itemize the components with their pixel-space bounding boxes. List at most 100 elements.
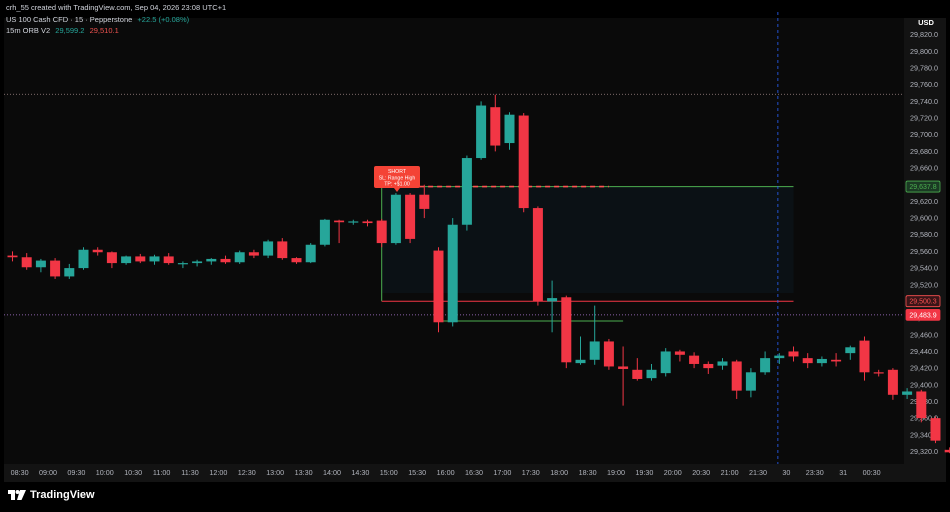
candle-body[interactable] <box>35 260 46 268</box>
candle-body[interactable] <box>774 355 785 359</box>
price-tag[interactable] <box>905 180 941 193</box>
short-signal-bubble[interactable] <box>374 166 420 188</box>
candle-body[interactable] <box>873 372 884 374</box>
x-tick-label: 21:30 <box>749 468 767 477</box>
time-axis[interactable] <box>4 464 904 482</box>
candle-body[interactable] <box>390 194 401 244</box>
candle-body[interactable] <box>504 114 515 144</box>
candle-body[interactable] <box>632 369 643 379</box>
candle-body[interactable] <box>220 258 231 263</box>
symbol-legend[interactable]: US 100 Cash CFD · 15 · Pepperstone +22.5… <box>6 15 192 24</box>
candle-body[interactable] <box>561 297 572 363</box>
candle-body[interactable] <box>405 194 416 239</box>
x-tick-label: 12:30 <box>238 468 256 477</box>
candle-body[interactable] <box>277 241 288 259</box>
candle-body[interactable] <box>291 258 302 263</box>
candle-body[interactable] <box>334 220 345 223</box>
candle-body[interactable] <box>589 341 600 360</box>
candle-body[interactable] <box>192 261 203 264</box>
candle-body[interactable] <box>433 250 444 323</box>
candle-body[interactable] <box>376 220 387 244</box>
indicator-legend[interactable]: 15m ORB V2 29,599.2 29,510.1 <box>6 26 122 35</box>
x-tick-label: 13:00 <box>266 468 284 477</box>
candle-body[interactable] <box>447 224 458 323</box>
x-tick-label: 30 <box>782 468 790 477</box>
candle-body[interactable] <box>106 252 117 264</box>
candle-body[interactable] <box>121 256 132 264</box>
candle-body[interactable] <box>21 257 32 268</box>
candle-body[interactable] <box>362 221 373 224</box>
y-tick-label: 29,580.0 <box>910 230 938 239</box>
candle-body[interactable] <box>234 252 245 263</box>
candle-body[interactable] <box>149 256 160 262</box>
x-tick-label: 23:30 <box>806 468 824 477</box>
candle-body[interactable] <box>532 208 543 302</box>
y-tick-label: 29,660.0 <box>910 164 938 173</box>
candle-body[interactable] <box>788 351 799 357</box>
price-tag-text: 29,483.9 <box>909 312 936 319</box>
candle-body[interactable] <box>248 252 259 256</box>
symbol-name: US 100 Cash CFD · 15 · Pepperstone <box>6 15 133 24</box>
candle-body[interactable] <box>745 372 756 391</box>
candle-body[interactable] <box>78 249 89 269</box>
candle-body[interactable] <box>7 255 18 258</box>
candle-body[interactable] <box>50 260 61 277</box>
candle-body[interactable] <box>674 351 685 355</box>
x-tick-label: 18:00 <box>550 468 568 477</box>
candle-body[interactable] <box>887 369 898 395</box>
candle-body[interactable] <box>461 158 472 225</box>
candle-body[interactable] <box>603 341 614 367</box>
candle-body[interactable] <box>731 361 742 391</box>
tradingview-logo[interactable]: TradingView <box>8 489 95 501</box>
candle-body[interactable] <box>689 355 700 364</box>
candle-body[interactable] <box>618 366 629 369</box>
footer <box>0 482 950 512</box>
candle-body[interactable] <box>163 256 174 264</box>
x-tick-label: 18:30 <box>579 468 597 477</box>
x-tick-label: 21:00 <box>721 468 739 477</box>
candle-body[interactable] <box>717 361 728 366</box>
candle-body[interactable] <box>206 258 217 262</box>
candle-body[interactable] <box>660 351 671 374</box>
candle-body[interactable] <box>135 256 146 262</box>
y-tick-label: 29,780.0 <box>910 64 938 73</box>
candle-body[interactable] <box>92 249 103 253</box>
candle-body[interactable] <box>575 359 586 364</box>
price-tag[interactable] <box>905 295 941 308</box>
candle-body[interactable] <box>646 369 657 379</box>
candle-body[interactable] <box>703 363 714 369</box>
credit-text: crh_55 created with TradingView.com, Sep… <box>6 3 227 12</box>
candle-body[interactable] <box>802 358 813 364</box>
candle-body[interactable] <box>419 194 430 209</box>
price-tag[interactable] <box>905 308 941 321</box>
indicator-low-value: 29,510.1 <box>89 26 119 35</box>
candle-body[interactable] <box>859 340 870 373</box>
candle-body[interactable] <box>305 244 316 263</box>
indicator-high-value: 29,599.2 <box>55 26 85 35</box>
y-tick-label: 29,760.0 <box>910 80 938 89</box>
candle-body[interactable] <box>348 221 359 223</box>
candle-body[interactable] <box>760 358 771 373</box>
x-tick-label: 09:00 <box>39 468 57 477</box>
candle-body[interactable] <box>902 391 913 395</box>
candle-body[interactable] <box>845 347 856 354</box>
candle-body[interactable] <box>263 241 274 256</box>
candle-body[interactable] <box>916 391 927 419</box>
x-tick-label: 31 <box>839 468 847 477</box>
candle-body[interactable] <box>944 449 950 453</box>
candle-body[interactable] <box>930 418 941 441</box>
candle-body[interactable] <box>518 115 529 209</box>
candle-body[interactable] <box>476 105 487 159</box>
candle-body[interactable] <box>490 107 501 146</box>
x-tick-label: 17:30 <box>522 468 540 477</box>
candle-body[interactable] <box>831 359 842 362</box>
x-tick-label: 09:30 <box>67 468 85 477</box>
y-tick-label: 29,420.0 <box>910 364 938 373</box>
candle-body[interactable] <box>816 358 827 364</box>
x-tick-label: 00:30 <box>863 468 881 477</box>
candle-body[interactable] <box>177 263 188 265</box>
candle-body[interactable] <box>547 298 558 302</box>
candle-body[interactable] <box>319 219 330 245</box>
candle-body[interactable] <box>64 268 75 277</box>
